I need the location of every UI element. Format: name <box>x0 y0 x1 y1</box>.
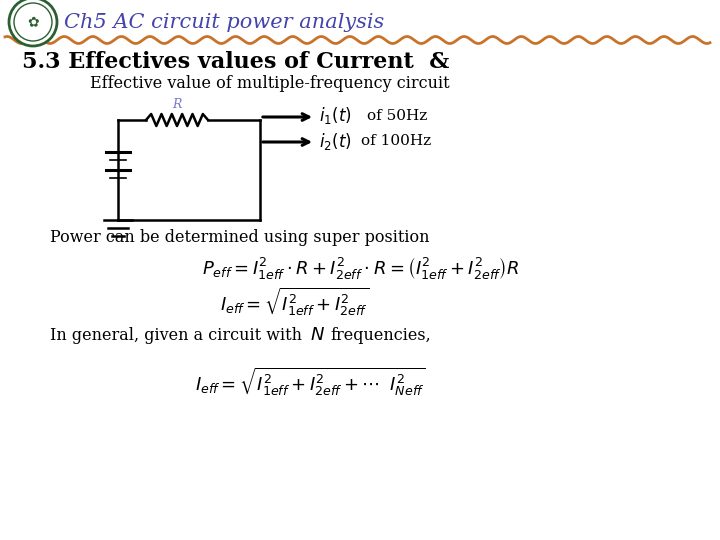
Circle shape <box>14 3 52 41</box>
Text: R: R <box>172 98 181 111</box>
Text: 5.3 Effectives values of Current  &: 5.3 Effectives values of Current & <box>22 51 449 73</box>
Text: $i_2(t)$: $i_2(t)$ <box>319 131 351 152</box>
Text: Effective value of multiple-frequency circuit: Effective value of multiple-frequency ci… <box>90 75 449 91</box>
Text: frequencies,: frequencies, <box>330 327 431 343</box>
Text: Ch5 AC circuit power analysis: Ch5 AC circuit power analysis <box>64 12 384 31</box>
Text: ✿: ✿ <box>27 15 39 29</box>
Text: $I_{eff} = \sqrt{I^2_{1eff} + I^2_{2eff}}$: $I_{eff} = \sqrt{I^2_{1eff} + I^2_{2eff}… <box>220 286 369 318</box>
Text: In general, given a circuit with: In general, given a circuit with <box>50 327 302 343</box>
Text: of 100Hz: of 100Hz <box>361 134 431 148</box>
Text: $\mathit{N}$: $\mathit{N}$ <box>310 326 325 344</box>
Circle shape <box>9 0 57 46</box>
Text: $P_{eff} = I^2_{1eff} \cdot R + I^2_{2eff} \cdot R = \left(I^2_{1eff} + I^2_{2ef: $P_{eff} = I^2_{1eff} \cdot R + I^2_{2ef… <box>202 255 518 281</box>
Text: $I_{eff} = \sqrt{I^2_{1eff} + I^2_{2eff} + \cdots\;\; I^2_{Neff}}$: $I_{eff} = \sqrt{I^2_{1eff} + I^2_{2eff}… <box>194 366 426 398</box>
Text: of 50Hz: of 50Hz <box>367 109 427 123</box>
Text: $i_1(t)$: $i_1(t)$ <box>319 105 351 126</box>
Text: Power can be determined using super position: Power can be determined using super posi… <box>50 230 430 246</box>
